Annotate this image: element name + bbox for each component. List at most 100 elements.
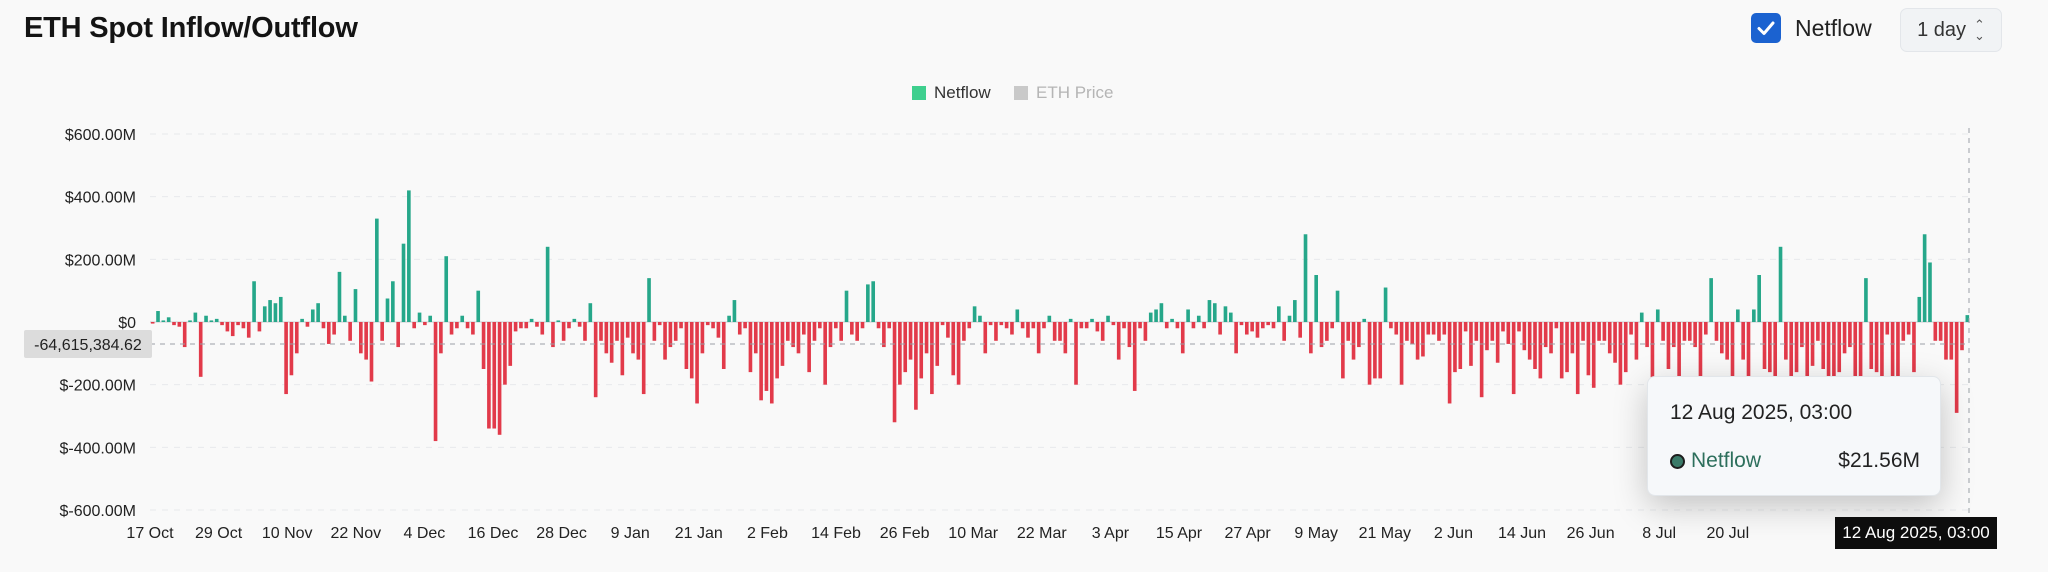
netflow-bar	[230, 322, 235, 337]
netflow-bar	[1036, 322, 1041, 354]
netflow-bar	[625, 322, 630, 338]
netflow-bar	[1794, 322, 1799, 373]
netflow-bar	[1858, 322, 1863, 385]
netflow-bar	[1741, 322, 1745, 360]
netflow-bar	[743, 322, 747, 329]
netflow-bar	[593, 322, 598, 398]
netflow-bar	[1864, 278, 1868, 322]
netflow-bar	[1004, 322, 1009, 329]
netflow-bar	[278, 296, 283, 322]
netflow-bar	[1645, 322, 1649, 348]
interval-select[interactable]: 1 day ⌃ ⌄	[1900, 8, 2002, 52]
x-tick-label: 10 Mar	[948, 525, 998, 542]
netflow-bar	[1282, 322, 1286, 341]
netflow-bar	[1906, 322, 1911, 335]
netflow-bar	[759, 322, 763, 401]
netflow-bar	[1186, 309, 1190, 322]
netflow-bar	[705, 322, 710, 326]
netflow-bar	[1698, 322, 1703, 416]
netflow-bar	[689, 322, 694, 379]
netflow-checkbox[interactable]	[1751, 13, 1781, 43]
netflow-bar	[326, 322, 331, 344]
netflow-bar	[1682, 322, 1687, 341]
netflow-bar	[567, 322, 571, 329]
netflow-bar	[337, 271, 342, 322]
netflow-bar	[1752, 309, 1756, 322]
netflow-bar	[679, 322, 683, 329]
netflow-bar	[1559, 322, 1564, 379]
netflow-bar	[236, 322, 240, 326]
netflow-bar	[1522, 322, 1527, 351]
netflow-bar	[1341, 322, 1345, 379]
netflow-bar	[721, 322, 726, 369]
netflow-bar	[1586, 322, 1591, 376]
netflow-bar	[577, 322, 582, 327]
netflow-bar	[1223, 306, 1228, 322]
x-tick-label: 22 Nov	[330, 525, 381, 542]
netflow-bar	[1821, 322, 1826, 369]
netflow-bar	[1175, 322, 1180, 329]
x-tick-label: 9 May	[1294, 525, 1338, 542]
netflow-bar	[545, 246, 550, 322]
netflow-bar	[673, 322, 678, 341]
netflow-bar	[1912, 322, 1916, 373]
netflow-bar	[1020, 322, 1025, 329]
x-tick-label: 14 Feb	[811, 525, 861, 542]
netflow-toggle[interactable]: Netflow	[1751, 13, 1872, 43]
netflow-bar	[391, 281, 395, 322]
netflow-bar	[300, 318, 304, 322]
netflow-bar	[1298, 322, 1302, 338]
netflow-bar	[1058, 322, 1062, 341]
netflow-toggle-label: Netflow	[1795, 14, 1872, 41]
crosshair-y-label-bg	[24, 330, 152, 358]
netflow-bar	[1138, 322, 1142, 329]
netflow-bar	[444, 256, 449, 322]
netflow-bar	[1623, 322, 1628, 373]
netflow-bar	[161, 320, 166, 322]
netflow-bar	[1853, 322, 1858, 404]
netflow-bar	[1111, 322, 1116, 326]
netflow-bar	[1052, 322, 1057, 341]
netflow-bar	[1250, 322, 1254, 332]
netflow-bar	[412, 322, 417, 329]
netflow-bar	[1639, 312, 1644, 322]
netflow-bar	[951, 322, 956, 376]
netflow-bar	[273, 303, 278, 322]
netflow-bar	[1709, 278, 1713, 322]
netflow-bar	[1837, 322, 1842, 373]
netflow-bar	[1602, 322, 1607, 341]
netflow-bar	[839, 322, 843, 341]
netflow-bar	[791, 322, 795, 348]
netflow-bar	[252, 281, 256, 322]
netflow-bar	[1917, 296, 1922, 322]
netflow-bar	[1218, 322, 1222, 335]
netflow-bar	[1768, 322, 1772, 373]
netflow-bar	[166, 317, 171, 322]
netflow-bar	[1565, 322, 1569, 373]
netflow-bar	[1170, 318, 1174, 322]
netflow-bar	[1309, 322, 1313, 354]
netflow-bar	[962, 322, 966, 341]
x-tick-label: 26 Jun	[1567, 525, 1615, 542]
netflow-bar	[198, 322, 203, 377]
x-tick-label: 15 Apr	[1156, 525, 1203, 542]
netflow-bar	[1757, 275, 1761, 322]
netflow-bar	[1901, 322, 1906, 341]
netflow-bar	[994, 322, 998, 341]
netflow-bar	[359, 322, 363, 354]
netflow-bar	[668, 322, 673, 348]
netflow-bar	[1383, 287, 1388, 322]
netflow-bar	[257, 322, 262, 332]
netflow-bar	[1458, 322, 1463, 369]
netflow-bar	[1410, 322, 1415, 344]
netflow-bar	[1346, 322, 1351, 341]
netflow-bar	[583, 322, 587, 341]
netflow-bar	[1944, 322, 1948, 360]
y-tick-label: $-600.00M	[60, 503, 137, 520]
netflow-bar	[182, 322, 187, 348]
netflow-bar	[572, 318, 577, 322]
netflow-bar	[305, 322, 310, 327]
netflow-bar	[887, 322, 892, 329]
netflow-bar	[620, 322, 625, 376]
netflow-bar	[1511, 322, 1516, 395]
